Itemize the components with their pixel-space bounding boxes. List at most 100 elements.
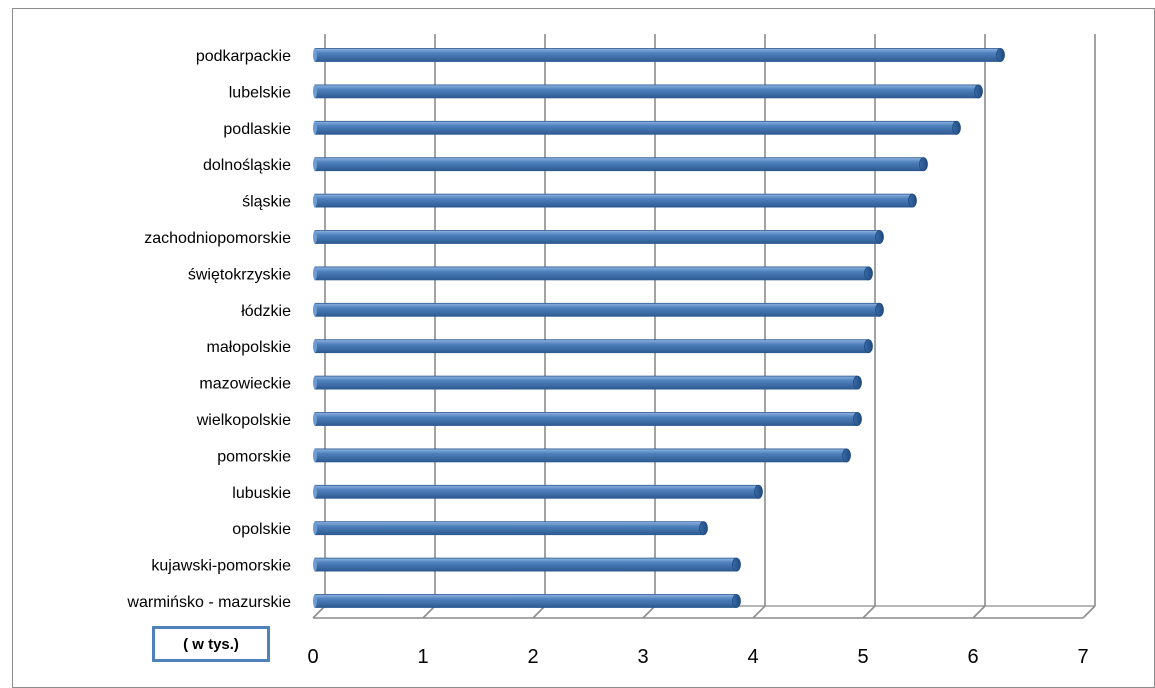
category-label: zachodniopomorskie [144, 230, 291, 247]
category-label: warmińsko - mazurskie [126, 594, 291, 611]
bar [313, 412, 862, 426]
bar-base [313, 48, 317, 62]
bar [313, 521, 708, 536]
bar-base [313, 339, 317, 353]
bar-body [314, 48, 1001, 62]
bar-cap [842, 448, 851, 463]
gridline-floor [312, 605, 326, 619]
bar-base [313, 485, 317, 499]
gridline-floor [972, 605, 986, 619]
bar [313, 84, 983, 99]
category-label: podkarpackie [196, 48, 291, 65]
gridline-floor [862, 605, 876, 619]
bar-base [313, 230, 317, 244]
bar-base [313, 303, 317, 317]
bar-body [314, 375, 858, 390]
category-label: pomorskie [217, 448, 291, 465]
bar [313, 339, 873, 354]
bar-cap [908, 193, 917, 208]
category-label: lubelskie [229, 84, 291, 101]
category-label: świętokrzyskie [188, 266, 291, 283]
bar-cap [754, 484, 763, 499]
x-tick-label: 0 [307, 646, 318, 668]
bar-cap [864, 339, 873, 354]
bar-body [314, 157, 924, 172]
category-label: mazowieckie [199, 376, 291, 393]
x-tick-label: 7 [1077, 646, 1088, 668]
bar-cap [919, 157, 928, 172]
bar-cap [875, 302, 884, 317]
category-label: dolnośląskie [203, 157, 291, 174]
bar [313, 484, 763, 499]
bar-base [313, 194, 317, 208]
bar-body [314, 84, 979, 99]
category-label: śląskie [242, 194, 291, 211]
bar-body [314, 521, 704, 536]
x-tick-label: 6 [967, 646, 978, 668]
bar-base [313, 448, 317, 462]
bar-body [314, 339, 869, 354]
bar [313, 193, 917, 208]
x-tick-label: 3 [637, 646, 648, 668]
bar-base [313, 558, 317, 572]
bar-base [313, 521, 317, 535]
bar-base [313, 121, 317, 135]
bar [313, 375, 862, 390]
bar-cap [732, 594, 741, 608]
gridline-floor [422, 605, 436, 619]
bar [313, 230, 884, 244]
bar-body [314, 230, 880, 244]
bar-cap [853, 412, 862, 426]
bar-cap [732, 557, 741, 572]
bar [313, 448, 851, 463]
bar [313, 120, 961, 135]
bar-cap [853, 375, 862, 390]
bar-cap [699, 521, 708, 536]
bar [313, 302, 884, 317]
x-tick-label: 5 [857, 646, 868, 668]
bar-base [313, 157, 317, 171]
x-tick-label: 4 [747, 646, 758, 668]
category-label: wielkopolskie [196, 412, 291, 429]
bar-chart: 0 1 2 3 4 5 6 7 podkarpackie lubelskie podlaskie do… [126, 34, 1096, 668]
bar-body [314, 557, 737, 572]
bar-body [314, 594, 737, 608]
category-label: lubuskie [232, 485, 291, 502]
bar-base [313, 84, 317, 98]
bar [313, 266, 873, 281]
bar-base [313, 266, 317, 280]
bar-body [314, 484, 759, 499]
x-tick-label: 1 [417, 646, 428, 668]
bar-layer [313, 48, 1005, 608]
category-label: łódzkie [241, 303, 291, 320]
gridline-floor [752, 605, 766, 619]
unit-label: ( w tys.) [183, 635, 239, 653]
category-label: małopolskie [207, 339, 292, 356]
bar-body [314, 448, 847, 463]
bar-cap [875, 230, 884, 244]
x-tick-label: 2 [527, 646, 538, 668]
bar-body [314, 193, 913, 208]
gridline-floor [642, 605, 656, 619]
gridline-floor [532, 605, 546, 619]
bar-body [314, 412, 858, 426]
category-label: opolskie [232, 521, 291, 538]
bar-cap [952, 120, 961, 135]
category-label: kujawski-pomorskie [151, 558, 291, 575]
bar-body [314, 120, 957, 135]
bar-cap [996, 48, 1005, 62]
label-layer: 0 1 2 3 4 5 6 7 podkarpackie lubelskie podlaskie do… [126, 48, 1088, 668]
bar [313, 157, 928, 172]
category-label: podlaskie [223, 121, 291, 138]
bar-base [313, 594, 317, 608]
bar-cap [864, 266, 873, 281]
bar-body [314, 302, 880, 317]
unit-label-box: ( w tys.) [152, 626, 270, 662]
bar [313, 594, 741, 608]
bar-base [313, 412, 317, 426]
bar [313, 48, 1005, 62]
bar-cap [974, 84, 983, 99]
bar [313, 557, 741, 572]
gridline-floor [1082, 605, 1096, 619]
bar-body [314, 266, 869, 281]
